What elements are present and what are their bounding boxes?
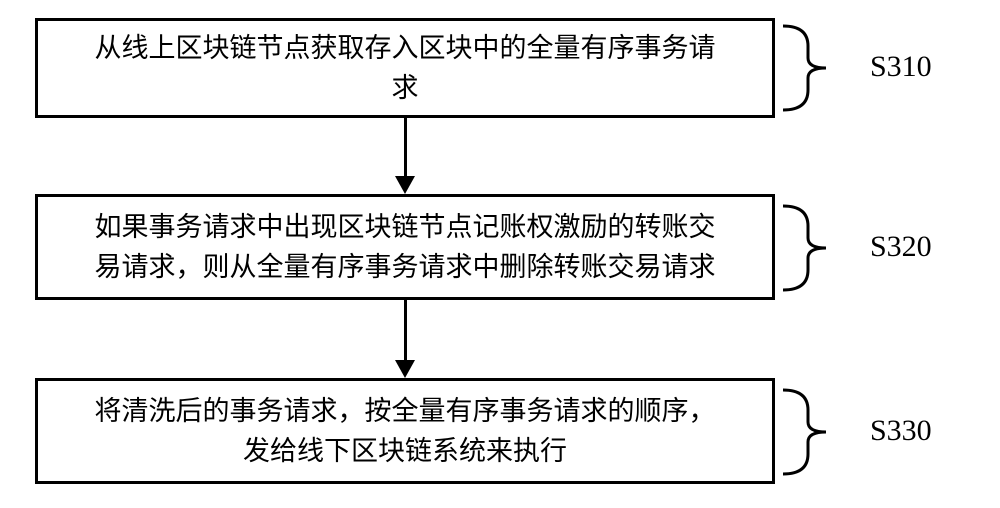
arrowhead-icon [395,176,415,194]
flow-edge [404,300,407,360]
step-label-s310: S310 [870,50,932,84]
flow-step-text: 将清洗后的事务请求，按全量有序事务请求的顺序， 发给线下区块链系统来执行 [95,391,716,472]
brace-icon [778,388,848,476]
flow-step-s320: 如果事务请求中出现区块链节点记账权激励的转账交 易请求，则从全量有序事务请求中删… [35,194,775,300]
text-line: 从线上区块链节点获取存入区块中的全量有序事务请 [95,33,716,63]
step-label-s330: S330 [870,414,932,448]
text-line: 易请求，则从全量有序事务请求中删除转账交易请求 [95,252,716,282]
text-line: 求 [392,73,419,103]
text-line: 将清洗后的事务请求，按全量有序事务请求的顺序， [95,396,716,426]
flow-step-text: 如果事务请求中出现区块链节点记账权激励的转账交 易请求，则从全量有序事务请求中删… [95,207,716,288]
step-label-s320: S320 [870,230,932,264]
brace-icon [778,24,848,112]
text-line: 发给线下区块链系统来执行 [243,436,567,466]
flow-step-text: 从线上区块链节点获取存入区块中的全量有序事务请 求 [95,28,716,109]
flow-edge [404,118,407,176]
text-line: 如果事务请求中出现区块链节点记账权激励的转账交 [95,212,716,242]
brace-icon [778,204,848,292]
arrowhead-icon [395,360,415,378]
flow-step-s330: 将清洗后的事务请求，按全量有序事务请求的顺序， 发给线下区块链系统来执行 [35,378,775,484]
flow-step-s310: 从线上区块链节点获取存入区块中的全量有序事务请 求 [35,18,775,118]
